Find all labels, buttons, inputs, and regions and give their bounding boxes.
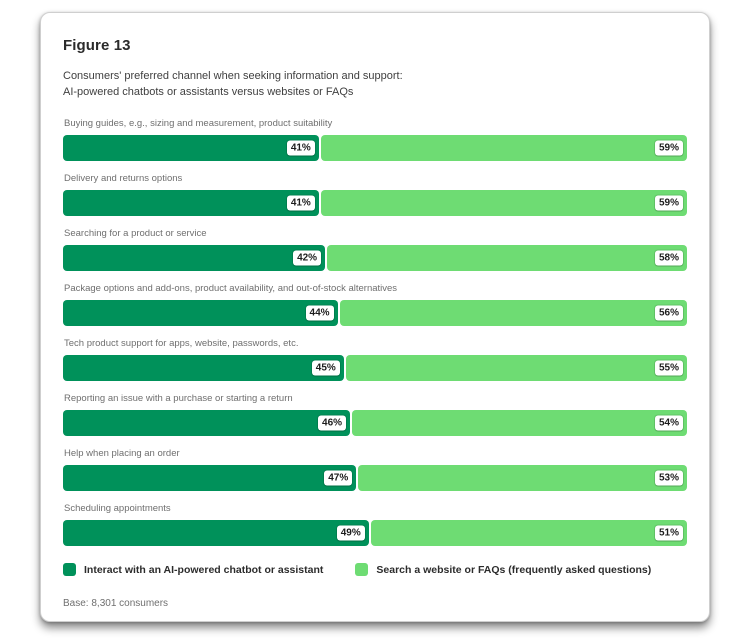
- category-label: Buying guides, e.g., sizing and measurem…: [64, 118, 333, 129]
- category-label: Package options and add-ons, product ava…: [64, 283, 398, 294]
- website-value-pill: 55%: [654, 360, 683, 376]
- subtitle-line-2: AI-powered chatbots or assistants versus…: [63, 86, 354, 98]
- base-note: Base: 8,301 consumers: [63, 598, 169, 609]
- website-segment: 51%: [370, 520, 687, 546]
- bar-chart: Buying guides, e.g., sizing and measurem…: [63, 118, 687, 546]
- chatbot-segment: 41%: [63, 190, 319, 216]
- bar-row: Scheduling appointments 49% 51%: [63, 503, 687, 546]
- website-value-pill: 56%: [654, 305, 683, 321]
- website-segment: 59%: [320, 190, 687, 216]
- bar-row: Searching for a product or service 42% 58%: [63, 228, 687, 271]
- chatbot-value-pill: 44%: [305, 305, 334, 321]
- website-segment: 54%: [352, 410, 687, 436]
- figure-subtitle: Consumers' preferred channel when seekin…: [63, 68, 687, 100]
- website-value-pill: 51%: [654, 525, 683, 541]
- website-segment: 56%: [339, 300, 687, 326]
- stacked-bar: 49% 51%: [63, 520, 687, 546]
- stacked-bar: 46% 54%: [63, 410, 687, 436]
- website-segment: 55%: [345, 355, 687, 381]
- stacked-bar: 44% 56%: [63, 300, 687, 326]
- legend-label-chatbot: Interact with an AI-powered chatbot or a…: [84, 563, 324, 576]
- chatbot-value-pill: 45%: [311, 360, 340, 376]
- category-label: Delivery and returns options: [64, 173, 183, 184]
- stacked-bar: 45% 55%: [63, 355, 687, 381]
- stacked-bar: 41% 59%: [63, 135, 687, 161]
- chatbot-swatch-icon: [63, 563, 76, 576]
- bar-row: Reporting an issue with a purchase or st…: [63, 393, 687, 436]
- stacked-bar: 47% 53%: [63, 465, 687, 491]
- chatbot-segment: 44%: [63, 300, 338, 326]
- chatbot-segment: 45%: [63, 355, 344, 381]
- category-label: Reporting an issue with a purchase or st…: [64, 393, 293, 404]
- website-value-pill: 59%: [654, 195, 683, 211]
- website-segment: 53%: [358, 465, 687, 491]
- category-label: Tech product support for apps, website, …: [64, 338, 299, 349]
- stacked-bar: 42% 58%: [63, 245, 687, 271]
- chatbot-segment: 47%: [63, 465, 357, 491]
- figure-card: Figure 13 Consumers' preferred channel w…: [40, 12, 710, 622]
- website-segment: 59%: [320, 135, 687, 161]
- bar-row: Buying guides, e.g., sizing and measurem…: [63, 118, 687, 161]
- subtitle-line-1: Consumers' preferred channel when seekin…: [63, 70, 403, 82]
- chatbot-value-pill: 46%: [318, 415, 347, 431]
- chatbot-value-pill: 49%: [336, 525, 365, 541]
- chatbot-value-pill: 47%: [324, 470, 353, 486]
- website-value-pill: 53%: [654, 470, 683, 486]
- website-value-pill: 58%: [654, 250, 683, 266]
- legend-item-chatbot: Interact with an AI-powered chatbot or a…: [63, 563, 323, 576]
- chatbot-value-pill: 41%: [286, 140, 315, 156]
- website-value-pill: 59%: [654, 140, 683, 156]
- legend-label-website: Search a website or FAQs (frequently ask…: [376, 563, 652, 576]
- legend-item-website: Search a website or FAQs (frequently ask…: [355, 563, 651, 576]
- category-label: Searching for a product or service: [64, 228, 207, 239]
- chatbot-segment: 49%: [63, 520, 369, 546]
- figure-title: Figure 13: [63, 37, 131, 54]
- category-label: Help when placing an order: [64, 448, 180, 459]
- website-swatch-icon: [355, 563, 369, 576]
- chatbot-value-pill: 42%: [293, 250, 322, 266]
- chatbot-segment: 46%: [63, 410, 351, 436]
- bar-row: Tech product support for apps, website, …: [63, 338, 687, 381]
- chatbot-segment: 41%: [63, 135, 319, 161]
- website-value-pill: 54%: [654, 415, 683, 431]
- bar-row: Delivery and returns options 41% 59%: [63, 173, 687, 216]
- chatbot-value-pill: 41%: [286, 195, 315, 211]
- category-label: Scheduling appointments: [64, 503, 171, 514]
- bar-row: Help when placing an order 47% 53%: [63, 448, 687, 491]
- stacked-bar: 41% 59%: [63, 190, 687, 216]
- chatbot-segment: 42%: [63, 245, 326, 271]
- legend: Interact with an AI-powered chatbot or a…: [63, 563, 687, 576]
- website-segment: 58%: [327, 245, 687, 271]
- bar-row: Package options and add-ons, product ava…: [63, 283, 687, 326]
